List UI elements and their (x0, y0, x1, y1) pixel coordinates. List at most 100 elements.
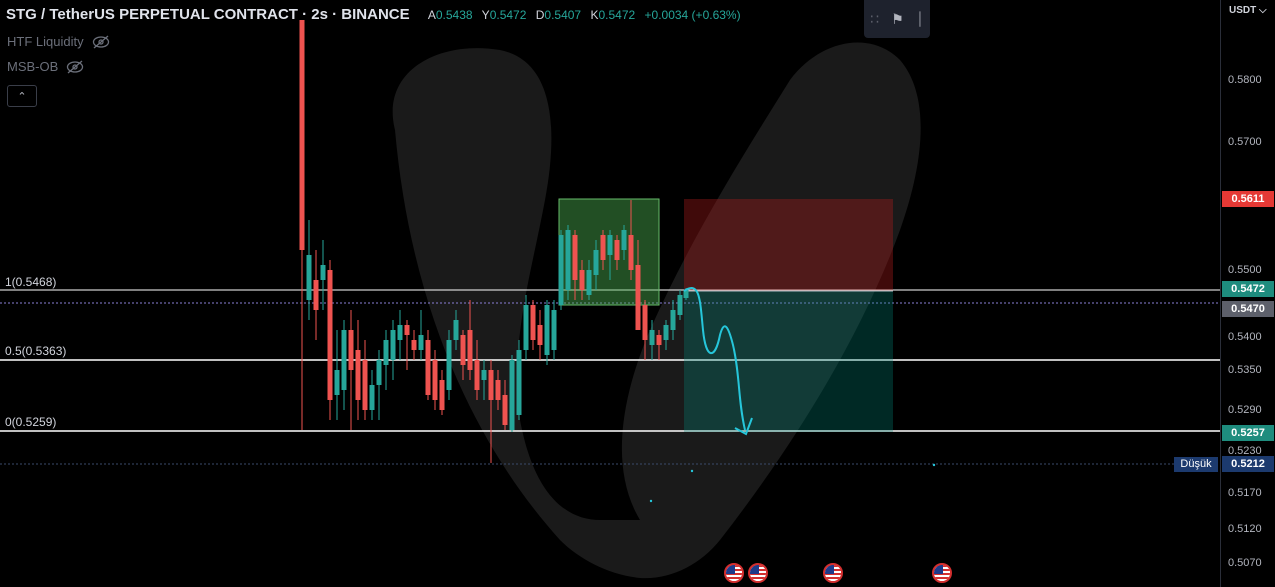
axis-tick-label: 0.5290 (1228, 404, 1262, 416)
chart-legend: STG / TetherUS PERPETUAL CONTRACT · 2s ·… (6, 6, 747, 23)
candle-body (614, 240, 620, 260)
pin-tool-icon[interactable]: ⏐ (915, 10, 924, 27)
chart-area[interactable]: STG / TetherUS PERPETUAL CONTRACT · 2s ·… (0, 0, 1220, 587)
candle-body (516, 350, 522, 415)
fib-tool-icon[interactable]: ⚑ (891, 10, 904, 27)
candle-body (523, 305, 529, 350)
symbol-title[interactable]: STG / TetherUS PERPETUAL CONTRACT · 2s ·… (6, 6, 410, 23)
candle-body (495, 380, 501, 400)
axis-tick-label: 0.5230 (1228, 445, 1262, 457)
low-key: D (535, 8, 545, 22)
candle-body (628, 235, 634, 270)
candle-body (453, 320, 459, 340)
candle-body (544, 305, 550, 355)
currency-selector[interactable]: USDT ⌵ (1229, 5, 1267, 16)
candle-body (404, 325, 410, 335)
axis-tick-label: 0.5170 (1228, 487, 1262, 499)
fib-label-1: 1(0.5468) (5, 275, 57, 289)
change-value: +0.0034 (+0.63%) (644, 8, 741, 22)
currency-label: USDT (1229, 5, 1257, 16)
candle-body (299, 20, 305, 250)
candle-body (362, 360, 368, 410)
candle-body (341, 330, 347, 390)
eye-off-icon[interactable] (66, 60, 84, 74)
candle-body (649, 330, 655, 345)
current-price-label: 0.5470 (1222, 301, 1274, 317)
us-flag-event-icon[interactable] (748, 563, 768, 583)
collapse-indicators-button[interactable]: ⌃ (7, 85, 37, 107)
candle-body (439, 380, 445, 410)
sketch-arrow[interactable] (683, 287, 746, 431)
axis-tick-label: 0.5350 (1228, 364, 1262, 376)
candle-body (376, 360, 382, 385)
candle-body (355, 350, 361, 400)
low-value: 0.5407 (544, 8, 582, 22)
indicator-label: HTF Liquidity (7, 34, 84, 49)
candle-body (677, 295, 683, 315)
eye-off-icon[interactable] (92, 35, 110, 49)
stop-price-label: 0.5611 (1222, 191, 1274, 207)
candle-body (432, 360, 438, 400)
candle-body (663, 325, 669, 340)
candle-body (481, 370, 487, 380)
candle-body (348, 330, 354, 370)
candle-body (565, 230, 571, 290)
chart-dot (932, 463, 936, 467)
chart-dot (649, 499, 653, 503)
chevron-down-icon: ⌵ (1259, 5, 1267, 16)
sketch-arrow-head[interactable] (734, 417, 753, 436)
candle-body (425, 340, 431, 395)
chart-dot (690, 469, 694, 473)
position-stop-zone[interactable] (684, 199, 893, 291)
drawing-toolbar: ∷ ⚑ ⏐ (864, 0, 930, 38)
candle-body (683, 290, 689, 298)
indicator-msb-ob[interactable]: MSB-OB (7, 59, 84, 74)
close-value: 0.5472 (598, 8, 636, 22)
candle-body (467, 330, 473, 370)
candle-body (474, 360, 480, 390)
us-flag-event-icon[interactable] (932, 563, 952, 583)
open-value: 0.5438 (435, 8, 473, 22)
candle-body (600, 235, 606, 260)
candle-body (586, 270, 592, 295)
candle-body (593, 250, 599, 275)
target-price-label: 0.5257 (1222, 425, 1274, 441)
price-axis[interactable]: USDT ⌵ 0.5800 0.5700 0.5500 0.5400 0.5350 0.5… (1220, 0, 1275, 587)
high-value: 0.5472 (489, 8, 527, 22)
axis-tick-label: 0.5070 (1228, 557, 1262, 569)
fib-label-0: 0(0.5259) (5, 415, 57, 429)
axis-tick-label: 0.5800 (1228, 74, 1262, 86)
candle-body (306, 255, 312, 300)
candle-body (572, 235, 578, 280)
indicator-htf-liquidity[interactable]: HTF Liquidity (7, 34, 110, 49)
candle-body (334, 370, 340, 395)
candle-body (642, 305, 648, 340)
watermark-logo (392, 42, 921, 579)
fib-label-0-5: 0.5(0.5363) (5, 344, 67, 358)
candle-body (446, 340, 452, 390)
candle-body (656, 335, 662, 345)
low-price-label: 0.5212 (1222, 456, 1274, 472)
us-flag-event-icon[interactable] (724, 563, 744, 583)
candle-body (635, 265, 641, 330)
drag-handle-icon[interactable]: ∷ (870, 10, 880, 27)
candle-body (411, 340, 417, 350)
candle-body (607, 235, 613, 255)
candle-body (313, 280, 319, 310)
indicator-label: MSB-OB (7, 59, 59, 74)
axis-tick-label: 0.5700 (1228, 136, 1262, 148)
candle-body (327, 270, 333, 400)
position-target-zone[interactable] (684, 291, 893, 432)
candle-body (670, 310, 676, 330)
candle-body (551, 310, 557, 350)
candle-body (418, 335, 424, 350)
candle-body (558, 235, 564, 305)
candlestick-chart[interactable] (0, 0, 1220, 587)
candle-body (488, 370, 494, 400)
us-flag-event-icon[interactable] (823, 563, 843, 583)
candle-body (502, 395, 508, 425)
axis-tick-label: 0.5500 (1228, 264, 1262, 276)
candle-body (579, 270, 585, 290)
chevron-up-icon: ⌃ (17, 90, 27, 103)
candle-body (509, 360, 515, 430)
